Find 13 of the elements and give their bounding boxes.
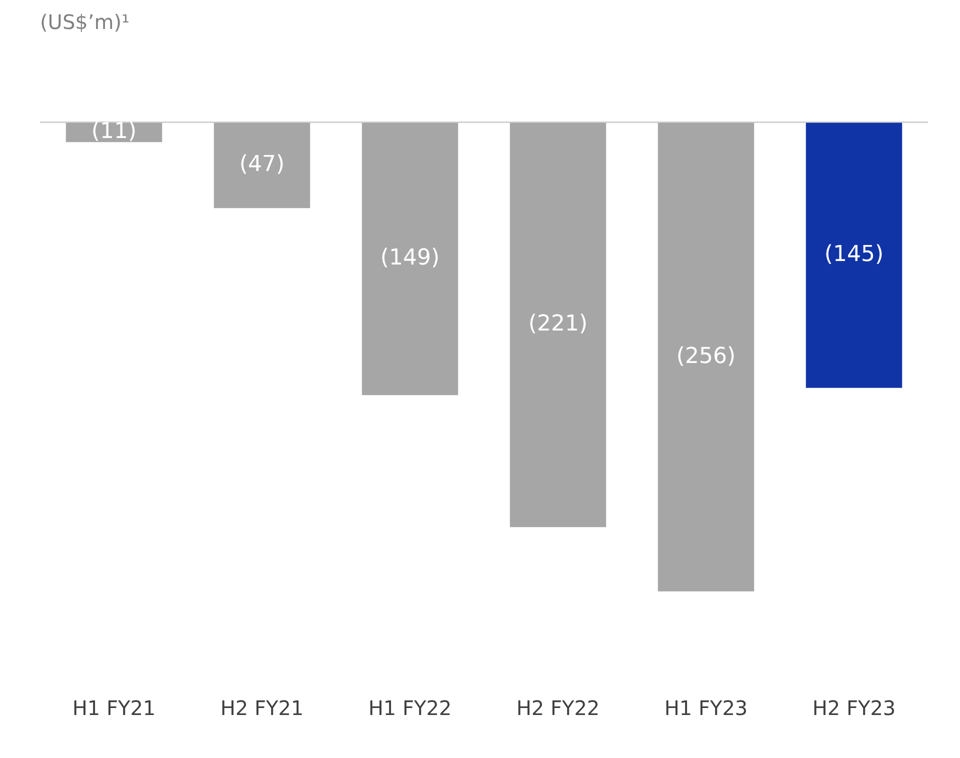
data-label: (145) <box>824 242 884 268</box>
x-tick-label: H2 FY21 <box>220 696 304 720</box>
data-label: (11) <box>91 119 137 144</box>
chart-title: (US$’m)¹ <box>40 10 130 34</box>
x-tick-label: H2 FY23 <box>812 696 896 720</box>
data-label: (149) <box>380 246 440 271</box>
x-tick-label: H2 FY22 <box>516 696 600 720</box>
x-tick-label: H1 FY22 <box>368 696 452 720</box>
x-tick-label: H1 FY23 <box>664 696 748 720</box>
data-label: (256) <box>676 344 736 369</box>
data-label: (221) <box>528 312 588 337</box>
x-tick-label: H1 FY21 <box>72 696 156 720</box>
data-label: (47) <box>239 152 285 178</box>
